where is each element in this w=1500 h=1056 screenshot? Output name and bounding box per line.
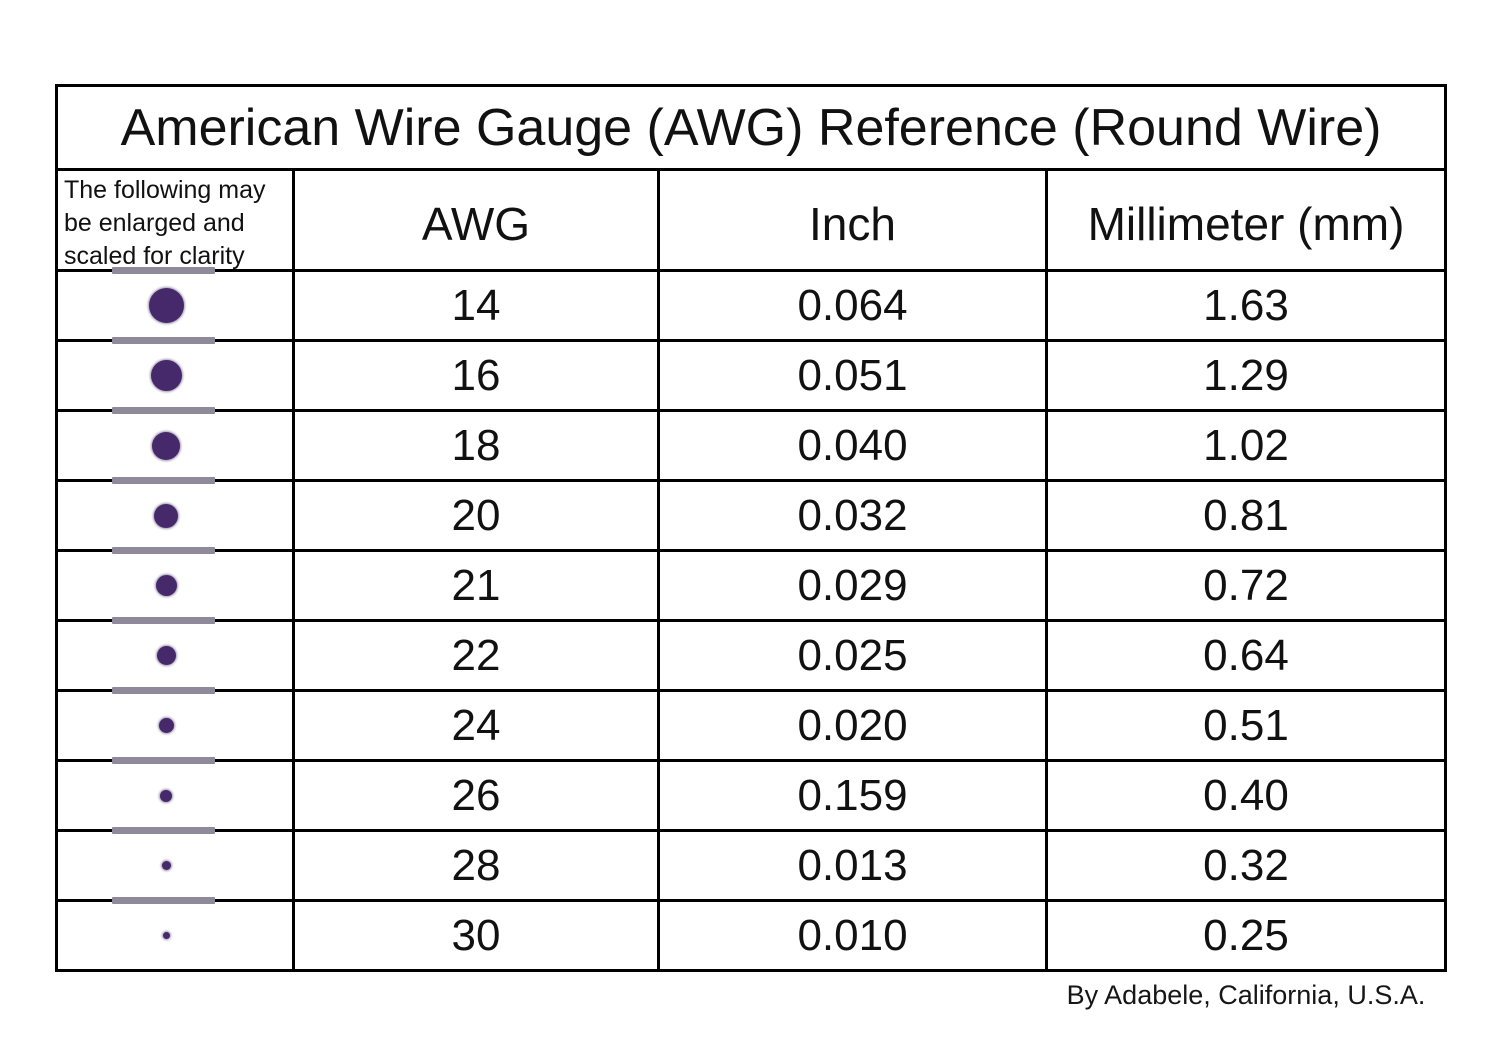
mm-value: 0.72: [1045, 552, 1444, 619]
table-row: 16 0.051 1.29: [58, 337, 1444, 409]
wire-scale-mark: [112, 757, 215, 764]
table-row: 28 0.013 0.32: [58, 827, 1444, 899]
awg-value: 26: [292, 762, 657, 829]
wire-dot: [154, 503, 178, 528]
wire-dot-cell: [58, 897, 292, 969]
wire-dot: [156, 646, 176, 665]
awg-value: 22: [292, 622, 657, 689]
wire-scale-mark: [112, 617, 215, 624]
wire-dot: [152, 431, 180, 460]
wire-dot-cell: [58, 687, 292, 759]
wire-scale-mark: [112, 687, 215, 694]
mm-value: 0.64: [1045, 622, 1444, 689]
mm-value: 1.29: [1045, 342, 1444, 409]
wire-dot: [155, 575, 177, 596]
wire-dot: [161, 861, 171, 870]
table-row: 22 0.025 0.64: [58, 617, 1444, 689]
inch-value: 0.029: [657, 552, 1045, 619]
mm-value: 0.25: [1045, 902, 1444, 969]
inch-value: 0.159: [657, 762, 1045, 829]
mm-value: 1.02: [1045, 412, 1444, 479]
awg-reference-table: American Wire Gauge (AWG) Reference (Rou…: [55, 84, 1447, 972]
table-row: 18 0.040 1.02: [58, 407, 1444, 479]
wire-dot-cell: [58, 617, 292, 689]
mm-value: 0.40: [1045, 762, 1444, 829]
mm-value: 0.81: [1045, 482, 1444, 549]
table-row: 14 0.064 1.63: [58, 267, 1444, 339]
mm-value: 0.32: [1045, 832, 1444, 899]
inch-value: 0.064: [657, 272, 1045, 339]
inch-value: 0.010: [657, 902, 1045, 969]
awg-value: 30: [292, 902, 657, 969]
awg-value: 21: [292, 552, 657, 619]
table-row: 26 0.159 0.40: [58, 757, 1444, 829]
awg-value: 16: [292, 342, 657, 409]
wire-dot: [160, 789, 172, 802]
awg-value: 14: [292, 272, 657, 339]
table-row: 20 0.032 0.81: [58, 477, 1444, 549]
mm-value: 0.51: [1045, 692, 1444, 759]
wire-scale-mark: [112, 897, 215, 904]
inch-value: 0.051: [657, 342, 1045, 409]
column-header-mm: Millimeter (mm): [1045, 171, 1444, 276]
table-row: 21 0.029 0.72: [58, 547, 1444, 619]
attribution-text: By Adabele, California, U.S.A.: [1066, 980, 1426, 1010]
wire-scale-mark: [112, 407, 215, 414]
wire-dot-cell: [58, 757, 292, 829]
wire-scale-mark: [112, 267, 215, 274]
wire-scale-mark: [112, 547, 215, 554]
awg-value: 24: [292, 692, 657, 759]
column-header-awg: AWG: [292, 171, 657, 276]
header-row: The following may be enlarged and scaled…: [58, 168, 1444, 276]
table-title: American Wire Gauge (AWG) Reference (Rou…: [120, 98, 1382, 157]
awg-value: 18: [292, 412, 657, 479]
wire-dot-cell: [58, 827, 292, 899]
wire-scale-mark: [112, 337, 215, 344]
inch-value: 0.020: [657, 692, 1045, 759]
wire-scale-mark: [112, 827, 215, 834]
wire-dot-cell: [58, 547, 292, 619]
table-row: 30 0.010 0.25: [58, 897, 1444, 969]
wire-dot-cell: [58, 337, 292, 409]
wire-dot: [150, 360, 182, 391]
awg-value: 28: [292, 832, 657, 899]
inch-value: 0.032: [657, 482, 1045, 549]
inch-value: 0.040: [657, 412, 1045, 479]
inch-value: 0.025: [657, 622, 1045, 689]
wire-dot-cell: [58, 407, 292, 479]
wire-dot: [158, 718, 174, 733]
wire-scale-mark: [112, 477, 215, 484]
wire-dot-cell: [58, 477, 292, 549]
wire-dot: [148, 288, 184, 323]
scaling-note: The following may be enlarged and scaled…: [64, 176, 266, 270]
wire-dot: [162, 932, 170, 939]
wire-dot-cell: [58, 267, 292, 339]
mm-value: 1.63: [1045, 272, 1444, 339]
inch-value: 0.013: [657, 832, 1045, 899]
table-row: 24 0.020 0.51: [58, 687, 1444, 759]
awg-value: 20: [292, 482, 657, 549]
column-header-inch: Inch: [657, 171, 1045, 276]
